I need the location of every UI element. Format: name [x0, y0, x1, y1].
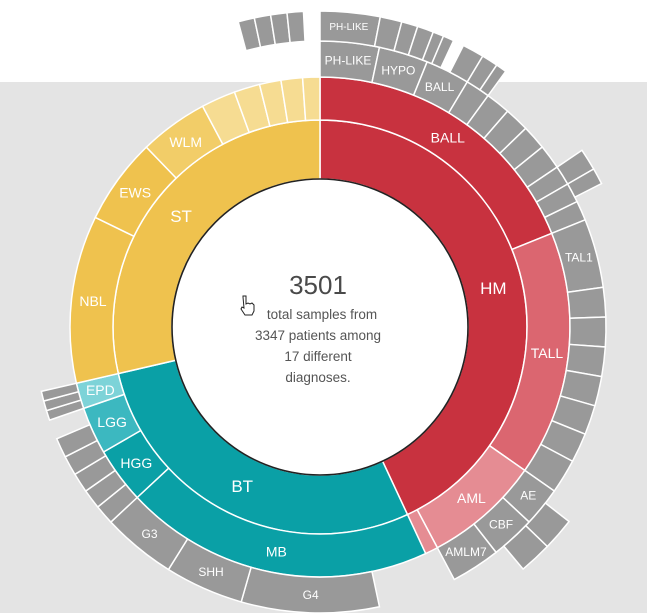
subtype-segment-unlabeled-12[interactable] [566, 286, 607, 320]
subtype-label-hypo: HYPO [381, 64, 415, 78]
diagnosis-label-tall: TALL [531, 345, 564, 361]
cursor-hand-icon [240, 295, 255, 316]
diagnosis-label-nbl: NBL [79, 293, 106, 309]
outer-segment-unlabeled-16[interactable] [286, 10, 306, 44]
subtype-label-ph-like: PH-LIKE [325, 53, 372, 67]
diagnosis-label-hgg: HGG [120, 455, 152, 471]
diagnosis-label-aml: AML [457, 490, 486, 506]
subtype-label-amlm7: AMLM7 [445, 545, 487, 559]
subtype-segment-unlabeled-13[interactable] [568, 316, 607, 348]
outer-label-ph-like: PH-LIKE [329, 22, 368, 33]
center-line-4: diagnoses. [285, 370, 350, 385]
center-circle [171, 178, 469, 476]
subtype-label-cbf: CBF [489, 518, 513, 532]
diagnosis-label-lgg: LGG [97, 414, 127, 430]
group-label-bt: BT [231, 477, 253, 496]
center-line-3: 17 different [284, 349, 352, 364]
subtype-label-shh: SHH [198, 565, 223, 579]
subtype-label-ball: BALL [425, 80, 455, 94]
group-label-st: ST [170, 207, 192, 226]
diagnosis-label-mb: MB [266, 543, 287, 559]
outer-segment-unlabeled-12[interactable] [502, 524, 549, 571]
diagnosis-label-epd: EPD [86, 382, 115, 398]
outer-segment-unlabeled-5[interactable] [430, 35, 455, 69]
center-line-2: 3347 patients among [255, 328, 381, 343]
subtype-segment-amlm7-21[interactable] [436, 522, 498, 581]
outer-segment-unlabeled-10[interactable] [566, 167, 603, 199]
subtype-label-g4: G4 [303, 588, 319, 602]
group-label-hm: HM [480, 279, 506, 298]
center-summary: 3501 total samples from 3347 patients am… [171, 178, 469, 476]
subtype-label-ae: AE [520, 489, 536, 503]
diagnosis-label-ews: EWS [119, 185, 151, 201]
center-total: 3501 [289, 270, 347, 300]
subtype-segment-unlabeled-32[interactable] [40, 382, 80, 402]
diagnosis-label-ball: BALL [431, 130, 465, 146]
subtype-segment-unlabeled-29[interactable] [55, 423, 99, 458]
subtype-label-g3: G3 [142, 527, 158, 541]
subtype-label-tal1: TAL1 [565, 251, 593, 265]
diagnosis-segment-unlabeled-15[interactable] [301, 76, 321, 122]
center-line-1: total samples from [267, 307, 377, 322]
outer-segment-unlabeled-8[interactable] [478, 63, 507, 97]
diagnosis-label-wlm: WLM [169, 134, 202, 150]
